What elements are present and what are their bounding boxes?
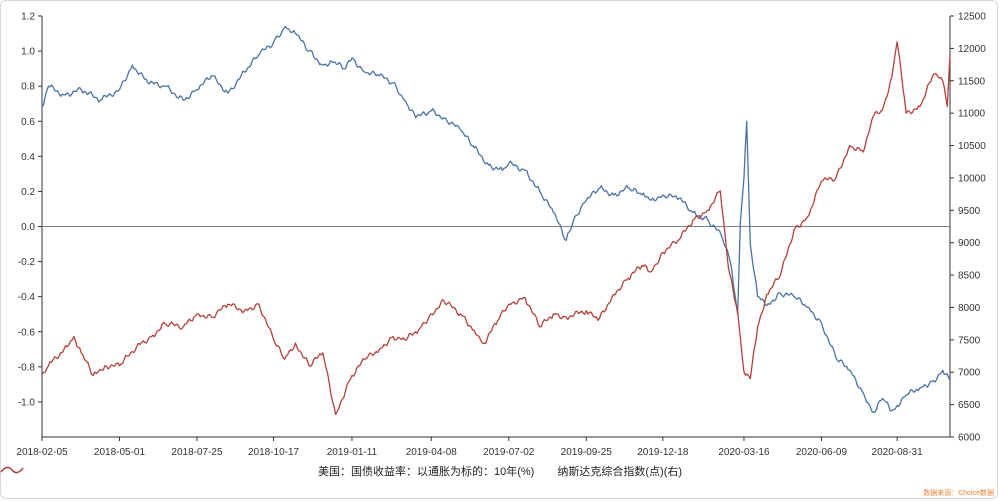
data-source-note: 数据来源：Choice数据	[923, 490, 994, 497]
right-tick-label: 12000	[958, 44, 986, 55]
x-tick-label: 2018-02-05	[16, 447, 68, 458]
legend-label-tips-yield: 美国：国债收益率：以通胀为标的：10年(%)	[317, 466, 535, 478]
right-tick-label: 8500	[958, 271, 981, 282]
legend-item-nasdaq[interactable]: 纳斯达克综合指数(点)(右)	[0, 463, 683, 479]
x-tick-label: 2019-04-08	[406, 447, 458, 458]
series-line-tips-yield	[41, 25, 951, 414]
right-tick-label: 6500	[958, 400, 981, 411]
right-axis-ticks: 12500 12000 11500 11000 10500 10000 9500 9000 85…	[950, 12, 986, 444]
x-tick-label: 2018-07-25	[171, 447, 223, 458]
plot-area: 1.2 1.0 0.8 0.6 0.4 0.2 0.0 -0.2 -0.4 -0.6 -0.8 -1.…	[16, 12, 986, 459]
legend-label-nasdaq: 纳斯达克综合指数(点)(右)	[557, 466, 683, 478]
legend-item-tips-yield[interactable]: 美国：国债收益率：以通胀为标的：10年(%)	[0, 463, 535, 479]
right-tick-label: 10500	[958, 141, 986, 152]
x-tick-label: 2018-05-01	[94, 447, 146, 458]
right-tick-label: 6000	[958, 433, 981, 444]
right-tick-label: 9000	[958, 238, 981, 249]
left-tick-label: -1.0	[18, 397, 36, 408]
x-tick-label: 2019-09-25	[561, 447, 613, 458]
series-line-nasdaq	[41, 41, 951, 415]
x-tick-label: 2020-03-16	[718, 447, 770, 458]
x-tick-label: 2020-08-31	[872, 447, 924, 458]
x-axis-ticks: 2018-02-05 2018-05-01 2018-07-25 2018-10-17…	[16, 437, 923, 458]
x-tick-label: 2020-06-09	[796, 447, 848, 458]
left-tick-label: 0.6	[21, 117, 35, 128]
left-tick-label: -0.6	[18, 327, 36, 338]
right-tick-label: 11500	[958, 76, 986, 87]
right-tick-label: 10000	[958, 173, 986, 184]
right-tick-label: 7500	[958, 335, 981, 346]
right-tick-label: 12500	[958, 12, 986, 23]
left-tick-label: 0.4	[21, 152, 35, 163]
x-tick-label: 2018-10-17	[248, 447, 300, 458]
right-tick-label: 9500	[958, 206, 981, 217]
legend-swatch-red	[0, 466, 24, 474]
left-axis-ticks: 1.2 1.0 0.8 0.6 0.4 0.2 0.0 -0.2 -0.4 -0.6 -0.8 -1.…	[18, 12, 42, 408]
left-tick-label: 1.0	[21, 47, 35, 58]
left-tick-label: -0.8	[18, 362, 36, 373]
right-tick-label: 11000	[958, 109, 986, 120]
left-tick-label: -0.2	[18, 257, 36, 268]
x-tick-label: 2019-01-11	[327, 447, 378, 458]
left-tick-label: -0.4	[18, 292, 36, 303]
legend: 美国：国债收益率：以通胀为标的：10年(%) 纳斯达克综合指数(点)(右)	[0, 463, 1000, 479]
right-tick-label: 7000	[958, 368, 981, 379]
x-tick-label: 2019-12-18	[637, 447, 689, 458]
left-tick-label: 1.2	[21, 12, 35, 23]
left-tick-label: 0.2	[21, 187, 35, 198]
right-tick-label: 8000	[958, 303, 981, 314]
left-tick-label: 0.8	[21, 82, 35, 93]
series-lines	[41, 25, 951, 415]
x-tick-label: 2019-07-02	[483, 447, 535, 458]
left-tick-label: 0.0	[21, 222, 35, 233]
